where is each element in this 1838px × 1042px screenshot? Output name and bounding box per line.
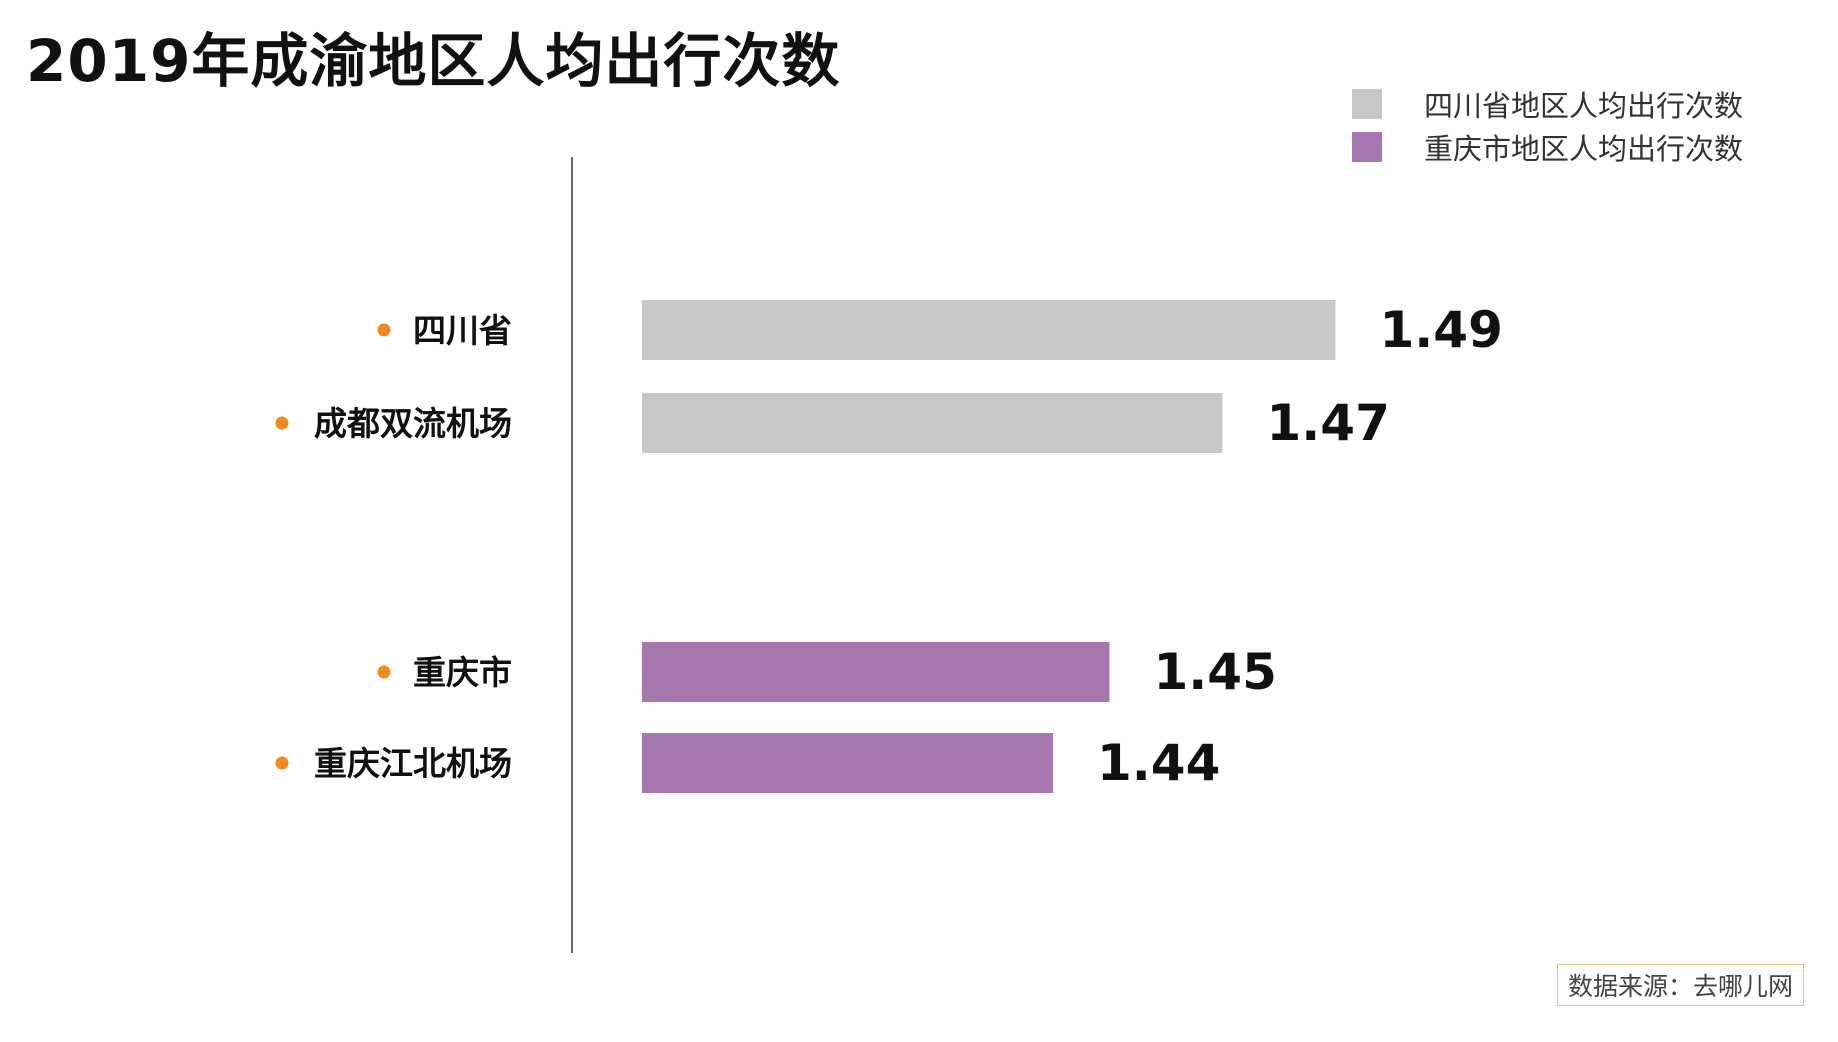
value-label-2: 1.45	[1154, 643, 1277, 701]
legend: 四川省地区人均出行次数 重庆市地区人均出行次数	[1352, 82, 1743, 168]
legend-label-sichuan: 四川省地区人均出行次数	[1424, 88, 1744, 123]
legend-item-sichuan: 四川省地区人均出行次数	[1352, 82, 1743, 125]
data-source-label: 数据来源：去哪儿网	[1557, 964, 1805, 1006]
category-label-3: 重庆江北机场	[314, 744, 512, 783]
category-label-0: 四川省	[413, 311, 512, 350]
legend-item-chongqing: 重庆市地区人均出行次数	[1352, 125, 1743, 168]
category-label-1: 成都双流机场	[314, 404, 512, 443]
bar-3	[642, 733, 1053, 793]
bar-2	[642, 642, 1110, 702]
bullet-icon-2	[377, 665, 391, 679]
legend-swatch-chongqing	[1352, 131, 1382, 162]
chart-title: 2019年成渝地区人均出行次数	[26, 27, 841, 95]
bullet-icon-1	[275, 416, 289, 430]
bullet-icon-3	[275, 756, 289, 770]
category-label-2: 重庆市	[413, 653, 512, 692]
bar-0	[642, 300, 1336, 360]
bar-1	[642, 393, 1223, 453]
value-label-1: 1.47	[1267, 394, 1390, 452]
value-label-0: 1.49	[1380, 301, 1503, 359]
legend-label-chongqing: 重庆市地区人均出行次数	[1424, 131, 1744, 166]
legend-swatch-sichuan	[1352, 88, 1382, 119]
value-label-3: 1.44	[1097, 734, 1220, 792]
bullet-icon-0	[377, 323, 391, 337]
